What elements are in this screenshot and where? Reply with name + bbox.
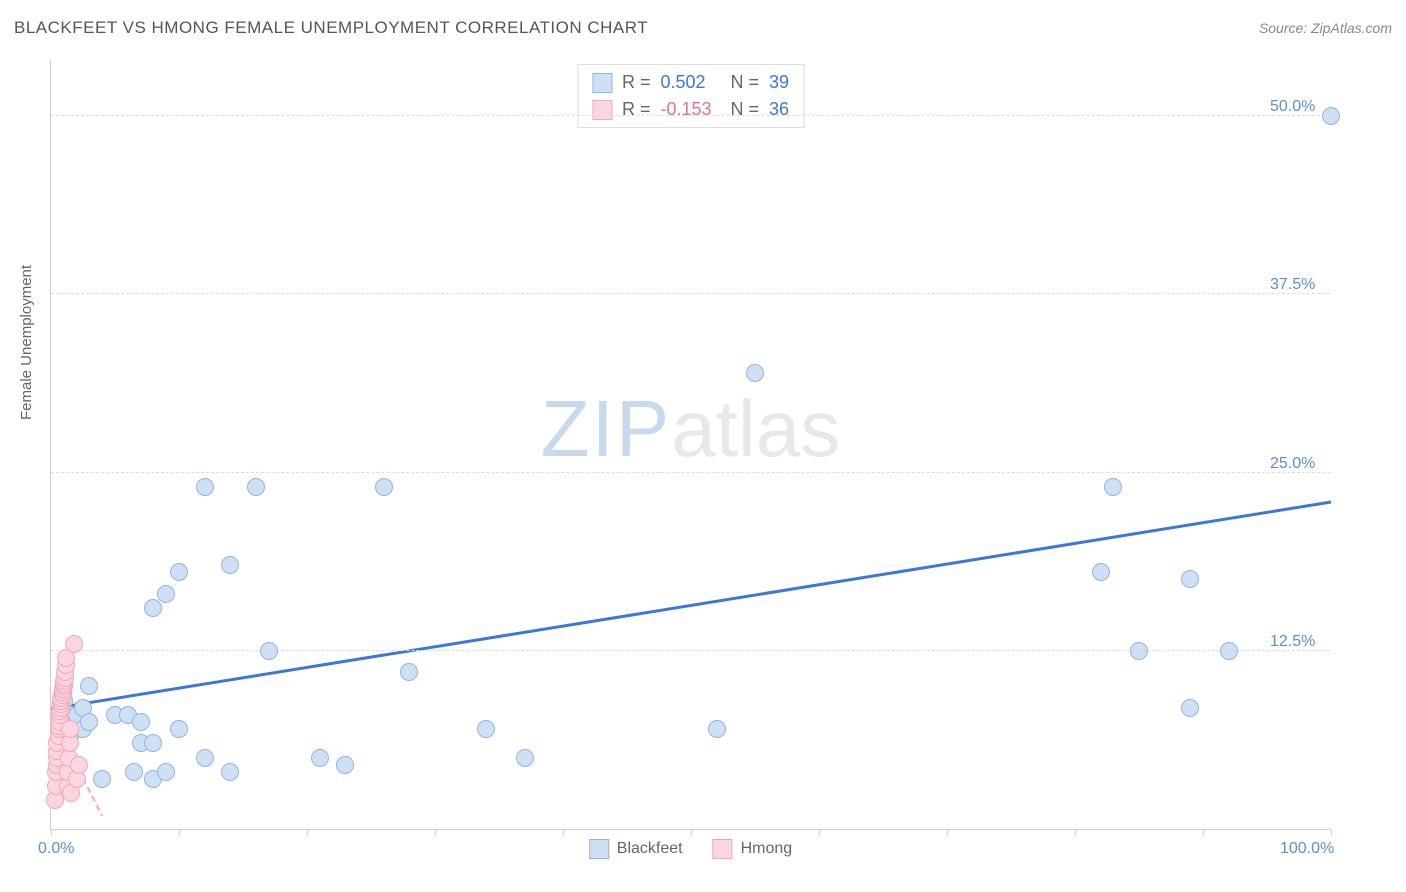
x-min-label: 0.0% [38, 840, 74, 858]
data-point-blackfeet [170, 563, 188, 581]
data-point-blackfeet [1092, 563, 1110, 581]
gridline [51, 472, 1330, 473]
n-label: N = [730, 69, 759, 96]
r-value: 0.502 [660, 69, 720, 96]
x-tick [179, 829, 180, 835]
watermark-atlas: atlas [671, 384, 840, 473]
data-point-blackfeet [746, 364, 764, 382]
data-point-blackfeet [144, 734, 162, 752]
data-point-blackfeet [170, 720, 188, 738]
data-point-blackfeet [80, 677, 98, 695]
plot-area: ZIPatlas R =0.502N =39R =-0.153N =36 Bla… [50, 60, 1330, 830]
chart-header: BLACKFEET VS HMONG FEMALE UNEMPLOYMENT C… [14, 18, 1392, 38]
data-point-blackfeet [311, 749, 329, 767]
source-prefix: Source: [1259, 20, 1311, 36]
data-point-blackfeet [1181, 699, 1199, 717]
source-name: ZipAtlas.com [1311, 20, 1392, 36]
watermark-zip: ZIP [541, 384, 671, 473]
n-value: 36 [769, 96, 789, 123]
stats-legend-box: R = 0.502 N = 39 R = -0.153 N = 36 [577, 64, 804, 128]
data-point-blackfeet [708, 720, 726, 738]
data-point-blackfeet [132, 713, 150, 731]
x-tick [1203, 829, 1204, 835]
data-point-blackfeet [336, 756, 354, 774]
trend-line-blackfeet [51, 502, 1331, 709]
data-point-hmong [61, 720, 79, 738]
y-tick-label: 25.0% [1270, 455, 1315, 473]
data-point-blackfeet [1220, 642, 1238, 660]
swatch-hmong [592, 100, 612, 120]
data-point-blackfeet [157, 585, 175, 603]
watermark: ZIPatlas [541, 383, 840, 475]
data-point-blackfeet [93, 770, 111, 788]
data-point-blackfeet [196, 478, 214, 496]
n-value: 39 [769, 69, 789, 96]
r-label: R = [622, 69, 651, 96]
legend-label: Blackfeet [617, 840, 683, 858]
data-point-blackfeet [260, 642, 278, 660]
x-tick [691, 829, 692, 835]
data-point-blackfeet [1104, 478, 1122, 496]
data-point-blackfeet [516, 749, 534, 767]
legend-label: Hmong [741, 840, 793, 858]
y-tick-label: 37.5% [1270, 276, 1315, 294]
data-point-blackfeet [1181, 570, 1199, 588]
gridline [51, 293, 1330, 294]
data-point-blackfeet [125, 763, 143, 781]
data-point-blackfeet [221, 763, 239, 781]
x-tick [1331, 829, 1332, 835]
x-tick [1075, 829, 1076, 835]
stats-row-blackfeet: R = 0.502 N = 39 [592, 69, 789, 96]
legend-item-hmong: Hmong [713, 839, 793, 859]
x-max-label: 100.0% [1280, 840, 1334, 858]
data-point-blackfeet [157, 763, 175, 781]
x-tick [307, 829, 308, 835]
data-point-blackfeet [400, 663, 418, 681]
x-tick [819, 829, 820, 835]
data-point-blackfeet [1130, 642, 1148, 660]
legend-swatch-hmong [713, 839, 733, 859]
data-point-blackfeet [1322, 107, 1340, 125]
data-point-blackfeet [144, 599, 162, 617]
n-label: N = [730, 96, 759, 123]
stats-row-hmong: R = -0.153 N = 36 [592, 96, 789, 123]
data-point-blackfeet [196, 749, 214, 767]
series-legend: Blackfeet Hmong [589, 839, 792, 859]
gridline [51, 115, 1330, 116]
data-point-blackfeet [247, 478, 265, 496]
data-point-hmong [65, 635, 83, 653]
data-point-hmong [70, 756, 88, 774]
x-tick [947, 829, 948, 835]
y-tick-label: 12.5% [1270, 633, 1315, 651]
trend-lines [51, 60, 1331, 830]
data-point-blackfeet [80, 713, 98, 731]
chart-title: BLACKFEET VS HMONG FEMALE UNEMPLOYMENT C… [14, 18, 648, 38]
legend-item-blackfeet: Blackfeet [589, 839, 683, 859]
data-point-blackfeet [375, 478, 393, 496]
legend-swatch-blackfeet [589, 839, 609, 859]
r-label: R = [622, 96, 651, 123]
data-point-blackfeet [477, 720, 495, 738]
swatch-blackfeet [592, 73, 612, 93]
data-point-blackfeet [221, 556, 239, 574]
source-attribution: Source: ZipAtlas.com [1259, 20, 1392, 36]
r-value: -0.153 [660, 96, 720, 123]
y-axis-label: Female Unemployment [18, 265, 35, 420]
x-tick [435, 829, 436, 835]
x-tick [51, 829, 52, 835]
y-tick-label: 50.0% [1270, 98, 1315, 116]
x-tick [563, 829, 564, 835]
